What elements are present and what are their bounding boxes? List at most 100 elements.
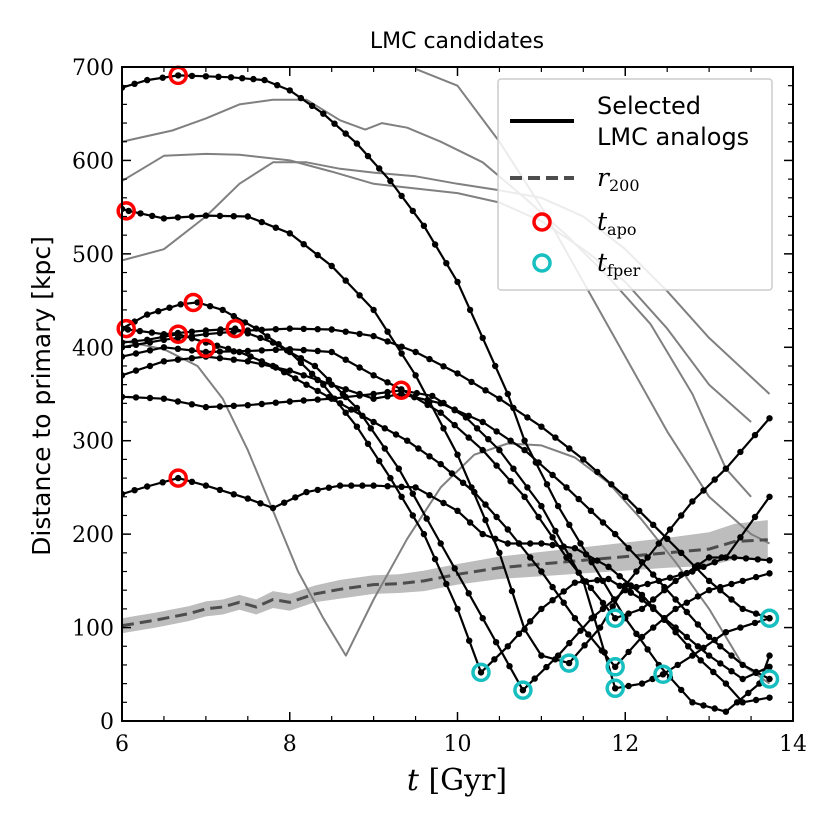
analog-point <box>146 394 154 402</box>
analog-point <box>202 212 210 219</box>
analog-point <box>585 631 592 638</box>
analog-point <box>384 338 391 345</box>
analog-point <box>424 397 431 404</box>
analog-point <box>269 339 277 346</box>
analog-point <box>482 516 489 524</box>
analog-point <box>160 344 168 351</box>
analog-point <box>353 140 361 147</box>
analog-point <box>581 642 588 649</box>
analog-point <box>384 388 391 396</box>
analog-point <box>521 493 528 500</box>
analog-point <box>297 355 305 362</box>
analog-point <box>566 639 573 647</box>
analog-point <box>638 605 646 613</box>
analog-point <box>328 381 335 388</box>
analog-point <box>325 376 333 384</box>
analog-point <box>571 579 579 586</box>
analog-point <box>202 348 210 356</box>
analog-point <box>538 502 545 510</box>
legend-r200-var: r <box>597 163 611 192</box>
analog-point <box>683 599 690 606</box>
legend-apo-swatch <box>532 212 552 232</box>
analog-point <box>549 471 556 479</box>
analog-line-B <box>122 207 771 665</box>
analog-point <box>466 637 473 644</box>
analog-point <box>174 356 182 363</box>
analog-point <box>766 415 773 422</box>
analog-point <box>144 76 151 84</box>
analog-point <box>387 177 394 185</box>
analog-point <box>342 409 349 416</box>
analog-point <box>137 210 144 217</box>
analog-point <box>766 652 773 659</box>
analog-point <box>625 648 632 656</box>
analog-point <box>504 643 511 650</box>
analog-point <box>342 356 349 363</box>
analog-point <box>728 652 735 659</box>
analog-point <box>376 457 383 465</box>
analog-point <box>491 656 498 663</box>
analog-point <box>711 559 718 566</box>
analog-point <box>506 663 513 670</box>
analog-point <box>132 341 140 348</box>
analog-point <box>404 437 411 444</box>
analog-point <box>672 629 679 636</box>
fper-marker <box>605 608 625 628</box>
analog-point <box>507 437 514 444</box>
analog-point <box>535 459 542 466</box>
analog-point <box>227 74 235 81</box>
analog-point <box>314 387 321 395</box>
analog-point <box>356 392 363 399</box>
analog-point <box>689 498 696 505</box>
analog-point <box>454 278 461 286</box>
analog-point <box>752 668 760 676</box>
analog-point <box>694 593 702 600</box>
fper-marker <box>759 669 780 689</box>
analog-point <box>521 446 528 454</box>
analog-point <box>638 680 646 687</box>
analog-point <box>527 554 534 561</box>
analog-point <box>431 555 439 563</box>
analog-point <box>694 621 702 628</box>
analog-point <box>563 484 570 491</box>
analog-point <box>575 495 582 503</box>
analog-point <box>601 649 608 656</box>
analog-point <box>471 488 478 496</box>
analog-point <box>515 630 523 637</box>
analog-point <box>638 559 646 566</box>
analog-point <box>678 549 685 556</box>
analog-point <box>612 615 619 622</box>
analog-point <box>216 329 224 337</box>
analog-point <box>336 400 344 407</box>
analog-point <box>739 699 746 706</box>
analog-point <box>612 530 619 538</box>
analog-point <box>650 604 657 611</box>
analog-point <box>415 445 422 452</box>
analog-point <box>188 213 196 220</box>
analog-point <box>492 362 499 370</box>
analog-point <box>125 207 132 215</box>
candidate-line-O4 <box>415 67 770 545</box>
analog-point <box>739 661 746 669</box>
analog-point <box>206 303 214 310</box>
analog-point <box>672 596 679 603</box>
analog-point <box>694 562 702 569</box>
fper-marker <box>605 678 625 699</box>
analog-point <box>437 460 444 468</box>
analog-point <box>644 580 651 588</box>
analog-point <box>286 230 293 237</box>
analog-point <box>527 618 534 625</box>
analog-point <box>230 348 237 355</box>
analog-point <box>230 328 237 335</box>
analog-point <box>616 582 623 589</box>
analog-point <box>353 423 361 430</box>
analog-point <box>443 260 450 267</box>
analog-point <box>409 490 416 497</box>
analog-point <box>737 624 744 631</box>
analog-point <box>342 130 349 137</box>
analog-point <box>202 331 210 338</box>
analog-point <box>705 577 713 585</box>
analog-point <box>314 251 321 259</box>
analog-point <box>258 347 265 354</box>
analog-point <box>552 434 559 441</box>
